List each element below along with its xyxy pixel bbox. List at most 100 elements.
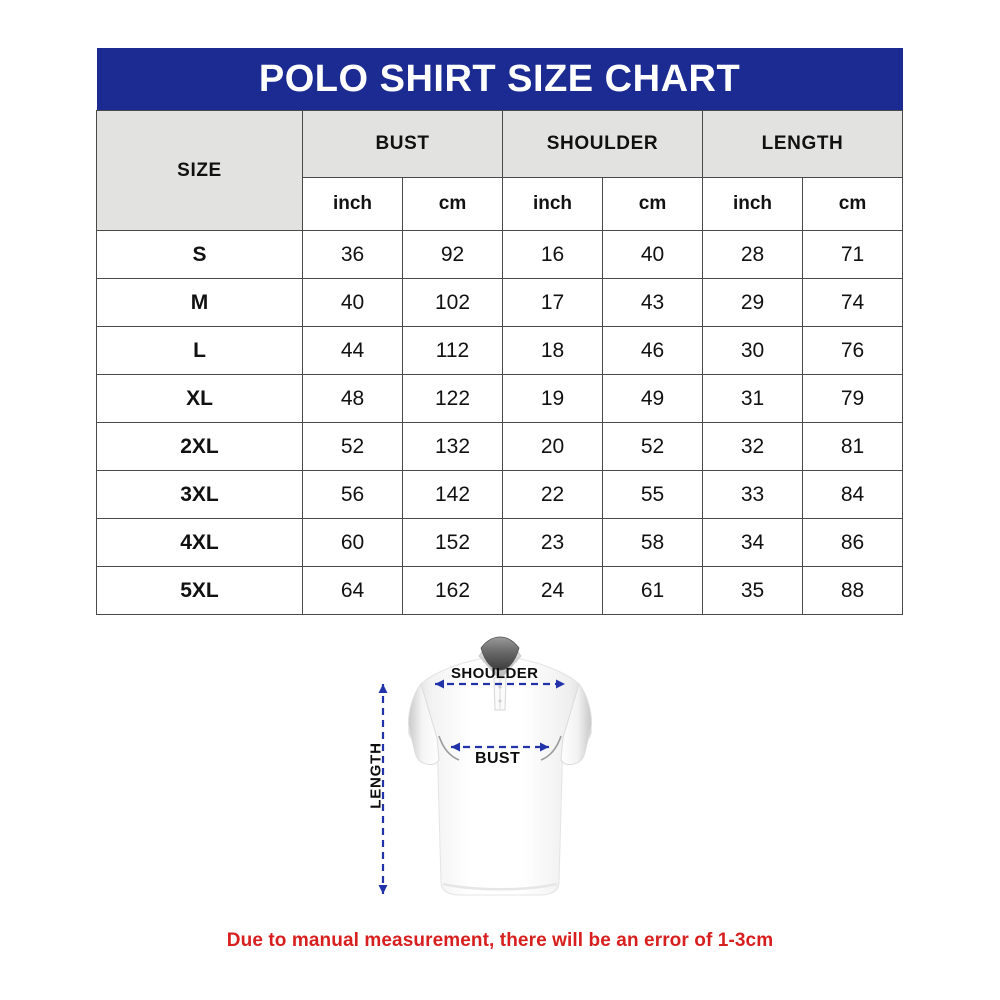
- table-row: 2XL 52 132 20 52 32 81: [96, 422, 904, 471]
- cell-shoulder-cm: 46: [602, 326, 703, 375]
- size-chart-table: POLO SHIRT SIZE CHART SIZE BUST SHOULDER…: [96, 48, 904, 615]
- unit-header-bust-inch: inch: [302, 177, 403, 231]
- cell-length-cm: 79: [801, 374, 904, 423]
- cell-length-inch: 28: [702, 230, 803, 279]
- group-header-row: SIZE BUST SHOULDER LENGTH: [96, 110, 904, 231]
- cell-bust-cm: 142: [402, 470, 503, 519]
- bust-arrow-right: [540, 742, 549, 752]
- shirt-sleeve-left: [408, 682, 440, 765]
- cell-bust-cm: 122: [402, 374, 503, 423]
- column-header-length: LENGTH: [701, 110, 904, 178]
- cell-bust-inch: 40: [302, 278, 403, 327]
- shirt-hem: [442, 882, 558, 891]
- cell-bust-cm: 102: [402, 278, 503, 327]
- unit-header-length-cm: cm: [801, 177, 904, 231]
- cell-length-cm: 88: [801, 566, 904, 615]
- table-row: 3XL 56 142 22 55 33 84: [96, 470, 904, 519]
- cell-shoulder-cm: 52: [602, 422, 703, 471]
- shirt-sleeve-right: [560, 682, 592, 765]
- cell-bust-inch: 36: [302, 230, 403, 279]
- cell-shoulder-cm: 40: [602, 230, 703, 279]
- unit-header-shoulder-inch: inch: [502, 177, 603, 231]
- cell-bust-inch: 52: [302, 422, 403, 471]
- polo-shirt-illustration: [378, 636, 592, 896]
- cell-length-inch: 31: [702, 374, 803, 423]
- cell-shoulder-inch: 18: [502, 326, 603, 375]
- size-chart-container: POLO SHIRT SIZE CHART SIZE BUST SHOULDER…: [96, 48, 904, 615]
- bust-arrow-left: [451, 742, 460, 752]
- cell-bust-cm: 132: [402, 422, 503, 471]
- cell-length-cm: 81: [801, 422, 904, 471]
- table-row: 4XL 60 152 23 58 34 86: [96, 518, 904, 567]
- table-row: XL 48 122 19 49 31 79: [96, 374, 904, 423]
- armhole-seam-left: [438, 735, 460, 761]
- cell-length-inch: 32: [702, 422, 803, 471]
- cell-shoulder-inch: 22: [502, 470, 603, 519]
- cell-size: S: [96, 230, 303, 279]
- cell-length-cm: 76: [801, 326, 904, 375]
- column-header-size: SIZE: [96, 110, 303, 231]
- cell-bust-cm: 152: [402, 518, 503, 567]
- cell-length-inch: 34: [702, 518, 803, 567]
- cell-shoulder-inch: 16: [502, 230, 603, 279]
- cell-size: 2XL: [96, 422, 303, 471]
- table-row: S 36 92 16 40 28 71: [96, 230, 904, 279]
- cell-bust-inch: 60: [302, 518, 403, 567]
- column-header-bust: BUST: [302, 110, 503, 178]
- page-title: POLO SHIRT SIZE CHART: [96, 48, 903, 111]
- unit-header-shoulder-cm: cm: [602, 177, 703, 231]
- length-arrow-bottom: [378, 885, 388, 894]
- cell-shoulder-inch: 20: [502, 422, 603, 471]
- cell-length-cm: 84: [801, 470, 904, 519]
- button-bottom: [498, 699, 502, 703]
- cell-shoulder-cm: 61: [602, 566, 703, 615]
- cell-size: M: [96, 278, 303, 327]
- cell-shoulder-cm: 55: [602, 470, 703, 519]
- cell-length-cm: 71: [801, 230, 904, 279]
- collar-inner: [480, 636, 520, 671]
- cell-bust-cm: 92: [402, 230, 503, 279]
- shoulder-label: SHOULDER: [451, 665, 539, 682]
- cell-size: 4XL: [96, 518, 303, 567]
- cell-size: 3XL: [96, 470, 303, 519]
- cell-bust-inch: 48: [302, 374, 403, 423]
- cell-shoulder-cm: 58: [602, 518, 703, 567]
- cell-size: XL: [96, 374, 303, 423]
- cell-shoulder-inch: 17: [502, 278, 603, 327]
- cell-bust-inch: 64: [302, 566, 403, 615]
- table-row: M 40 102 17 43 29 74: [96, 278, 904, 327]
- cell-bust-cm: 112: [402, 326, 503, 375]
- length-label: LENGTH: [367, 742, 385, 809]
- shoulder-arrow-right: [556, 679, 565, 689]
- cell-shoulder-cm: 49: [602, 374, 703, 423]
- cell-length-inch: 30: [702, 326, 803, 375]
- cell-shoulder-inch: 24: [502, 566, 603, 615]
- length-arrow-top: [378, 684, 388, 693]
- cell-shoulder-inch: 23: [502, 518, 603, 567]
- table-row: L 44 112 18 46 30 76: [96, 326, 904, 375]
- chart-title-row: POLO SHIRT SIZE CHART: [96, 48, 903, 111]
- unit-header-bust-cm: cm: [402, 177, 503, 231]
- column-header-shoulder: SHOULDER: [502, 110, 703, 178]
- cell-size: L: [96, 326, 303, 375]
- measurement-diagram: SHOULDER BUST LENGTH: [355, 632, 645, 917]
- cell-length-inch: 29: [702, 278, 803, 327]
- cell-length-cm: 86: [801, 518, 904, 567]
- cell-bust-cm: 162: [402, 566, 503, 615]
- cell-size: 5XL: [96, 566, 303, 615]
- cell-shoulder-cm: 43: [602, 278, 703, 327]
- measurement-disclaimer: Due to manual measurement, there will be…: [226, 930, 774, 951]
- bust-label: BUST: [475, 750, 521, 767]
- button-top: [498, 685, 502, 689]
- unit-header-row: inch cm inch cm inch cm: [97, 177, 904, 231]
- cell-bust-inch: 56: [302, 470, 403, 519]
- cell-length-inch: 33: [702, 470, 803, 519]
- shoulder-arrow-left: [435, 679, 444, 689]
- cell-shoulder-inch: 19: [502, 374, 603, 423]
- unit-header-length-inch: inch: [702, 177, 803, 231]
- armhole-seam-right: [540, 735, 562, 761]
- cell-length-cm: 74: [801, 278, 904, 327]
- cell-bust-inch: 44: [302, 326, 403, 375]
- cell-length-inch: 35: [702, 566, 803, 615]
- table-row: 5XL 64 162 24 61 35 88: [96, 566, 904, 615]
